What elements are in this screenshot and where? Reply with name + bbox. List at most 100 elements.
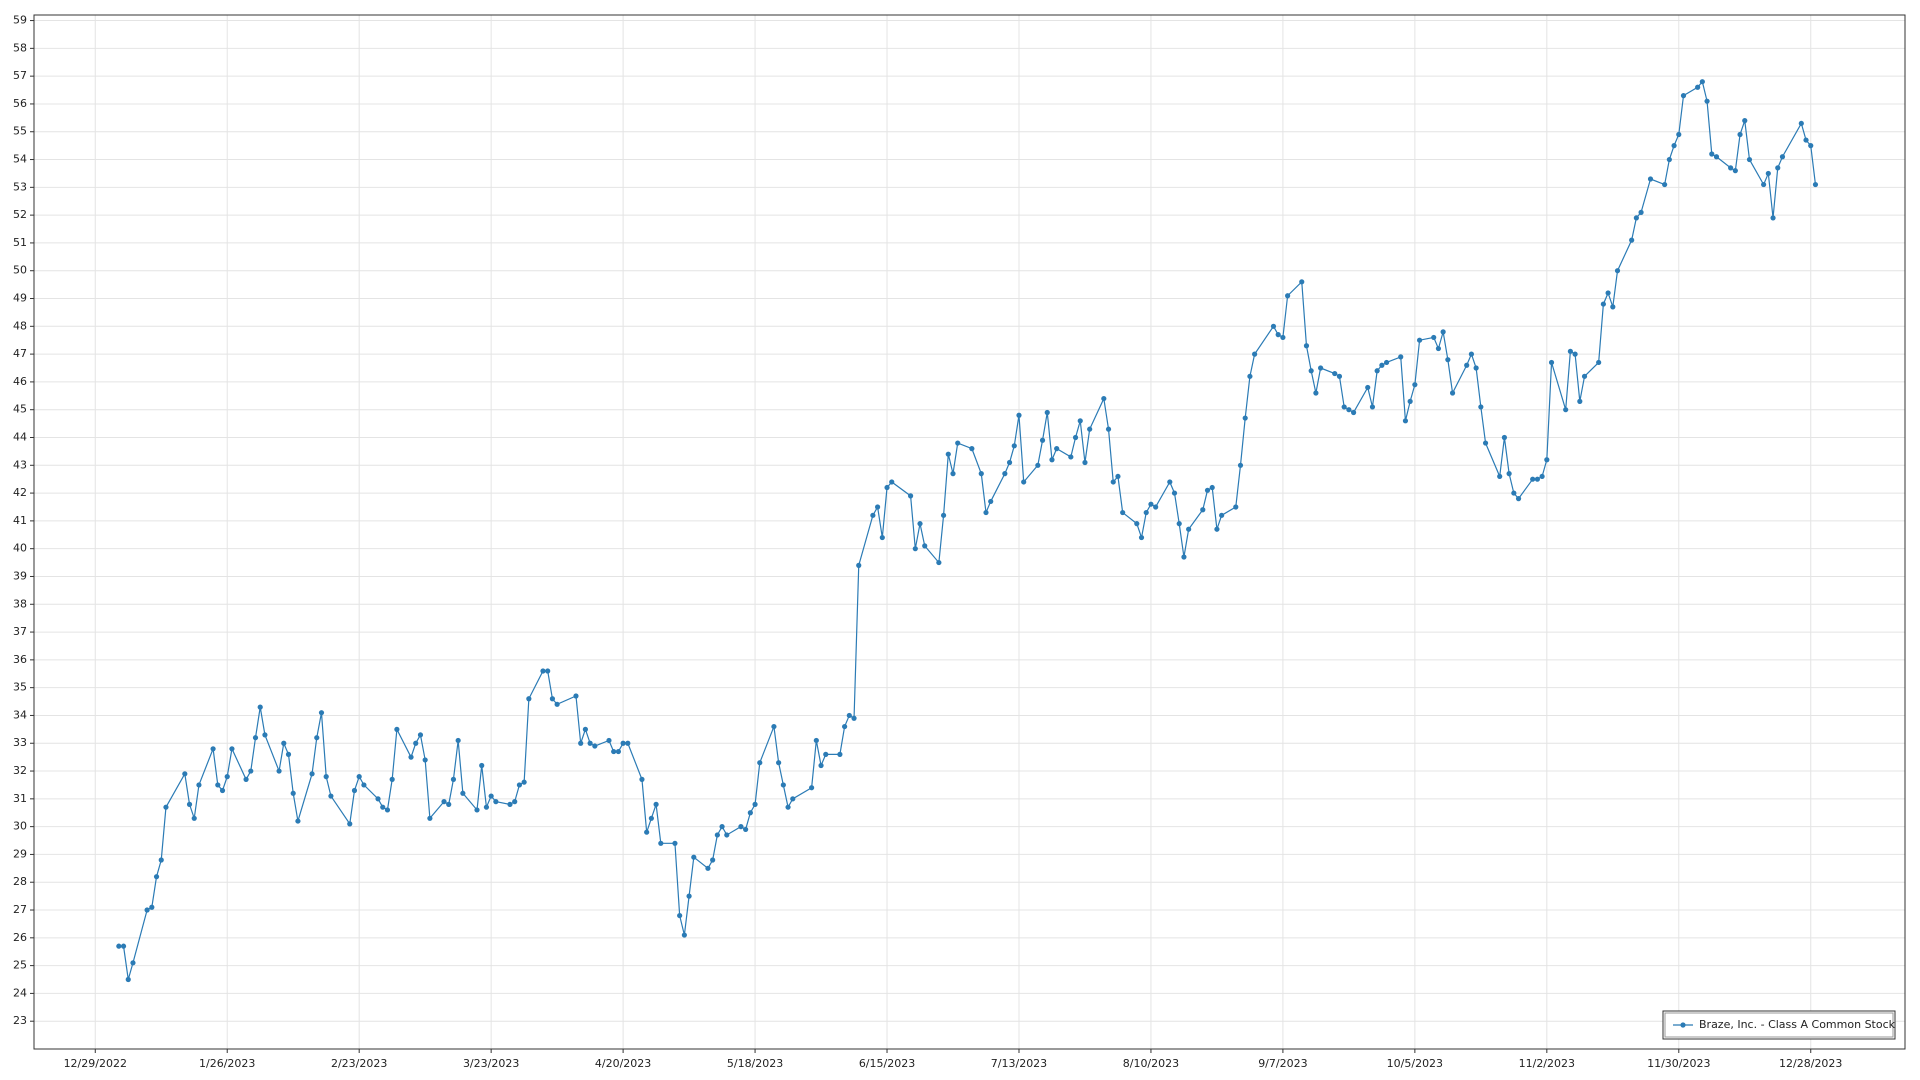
data-point: [1482, 440, 1489, 446]
data-point: [1633, 215, 1639, 221]
data-point: [1148, 501, 1154, 507]
data-point: [460, 790, 466, 796]
data-point: [874, 504, 881, 510]
data-point: [1299, 279, 1305, 285]
data-point: [1143, 509, 1149, 516]
data-point: [1077, 418, 1083, 424]
data-point: [417, 732, 424, 738]
x-tick-label: 4/20/2023: [595, 1057, 651, 1070]
data-point: [705, 865, 711, 871]
data-point: [1798, 120, 1804, 127]
data-point: [879, 534, 885, 541]
data-point: [1016, 412, 1022, 418]
data-point: [813, 737, 819, 744]
data-point: [1699, 79, 1705, 85]
data-point: [1680, 93, 1687, 99]
data-point: [1742, 118, 1748, 124]
y-tick-label: 44: [13, 430, 27, 443]
data-point: [276, 768, 282, 774]
data-point: [1506, 471, 1512, 477]
data-point: [1237, 462, 1244, 468]
data-point: [1115, 473, 1121, 480]
data-point: [936, 559, 942, 566]
data-point: [1728, 165, 1734, 171]
y-tick-label: 45: [13, 403, 27, 416]
data-point: [1318, 365, 1324, 371]
data-point: [1803, 137, 1809, 143]
x-tick-label: 10/5/2023: [1387, 1057, 1443, 1070]
data-point: [1402, 418, 1409, 424]
data-point: [1242, 415, 1248, 421]
data-point: [356, 774, 362, 780]
data-point: [1638, 209, 1644, 215]
data-point: [389, 776, 395, 782]
data-point: [474, 807, 480, 813]
data-point: [408, 754, 414, 760]
y-tick-label: 43: [13, 458, 27, 471]
data-point: [1440, 329, 1446, 335]
data-point: [719, 824, 725, 830]
data-point: [1515, 496, 1522, 502]
data-point: [191, 815, 197, 821]
data-point: [1695, 84, 1701, 90]
data-point: [1610, 304, 1616, 310]
data-point: [809, 785, 815, 791]
y-tick-label: 29: [13, 847, 27, 860]
x-tick-label: 11/30/2023: [1647, 1057, 1710, 1070]
data-point: [1153, 504, 1159, 510]
data-point: [1176, 521, 1182, 527]
data-point: [1713, 154, 1720, 160]
y-tick-label: 40: [13, 542, 27, 555]
data-point: [1732, 168, 1738, 174]
data-point: [1676, 131, 1682, 138]
y-tick-label: 59: [13, 14, 27, 27]
data-point: [1167, 479, 1173, 485]
data-point: [1247, 373, 1253, 379]
x-tick-label: 7/13/2023: [991, 1057, 1047, 1070]
data-point: [215, 782, 221, 788]
y-tick-label: 55: [13, 125, 27, 138]
data-point: [1044, 409, 1050, 416]
data-point: [243, 776, 249, 782]
data-point: [842, 723, 848, 730]
x-tick-label: 1/26/2023: [199, 1057, 255, 1070]
y-tick-label: 25: [13, 959, 27, 972]
data-point: [1709, 151, 1715, 157]
data-point: [516, 782, 523, 788]
series-line: [118, 80, 1817, 980]
data-point: [950, 471, 956, 477]
data-point: [1233, 504, 1239, 510]
data-point: [907, 493, 914, 499]
data-point: [1039, 437, 1046, 443]
data-point: [592, 743, 598, 749]
data-point: [1581, 373, 1588, 379]
y-tick-label: 33: [13, 736, 27, 749]
data-point: [1812, 181, 1819, 188]
data-point: [1219, 512, 1225, 518]
y-tick-label: 32: [13, 764, 27, 777]
data-point: [1530, 476, 1536, 482]
y-tick-label: 37: [13, 625, 27, 638]
data-point: [1204, 487, 1211, 493]
data-point: [1511, 490, 1517, 496]
data-point: [153, 874, 160, 880]
data-point: [1021, 479, 1027, 485]
data-point: [818, 762, 824, 769]
plot-frame: [33, 14, 1906, 1050]
data-point: [252, 735, 259, 741]
data-point: [856, 562, 862, 568]
data-point: [639, 776, 645, 782]
data-point: [351, 787, 358, 794]
data-point: [314, 735, 320, 741]
data-point: [507, 801, 513, 807]
data-point: [1746, 156, 1753, 163]
data-point: [1539, 473, 1545, 480]
y-tick-label: 26: [13, 931, 27, 944]
data-point: [1054, 446, 1060, 452]
data-point: [587, 740, 593, 746]
data-point: [606, 737, 612, 744]
data-point: [1468, 351, 1475, 357]
data-point: [229, 746, 235, 752]
data-point: [512, 799, 518, 805]
data-point: [1765, 170, 1771, 177]
